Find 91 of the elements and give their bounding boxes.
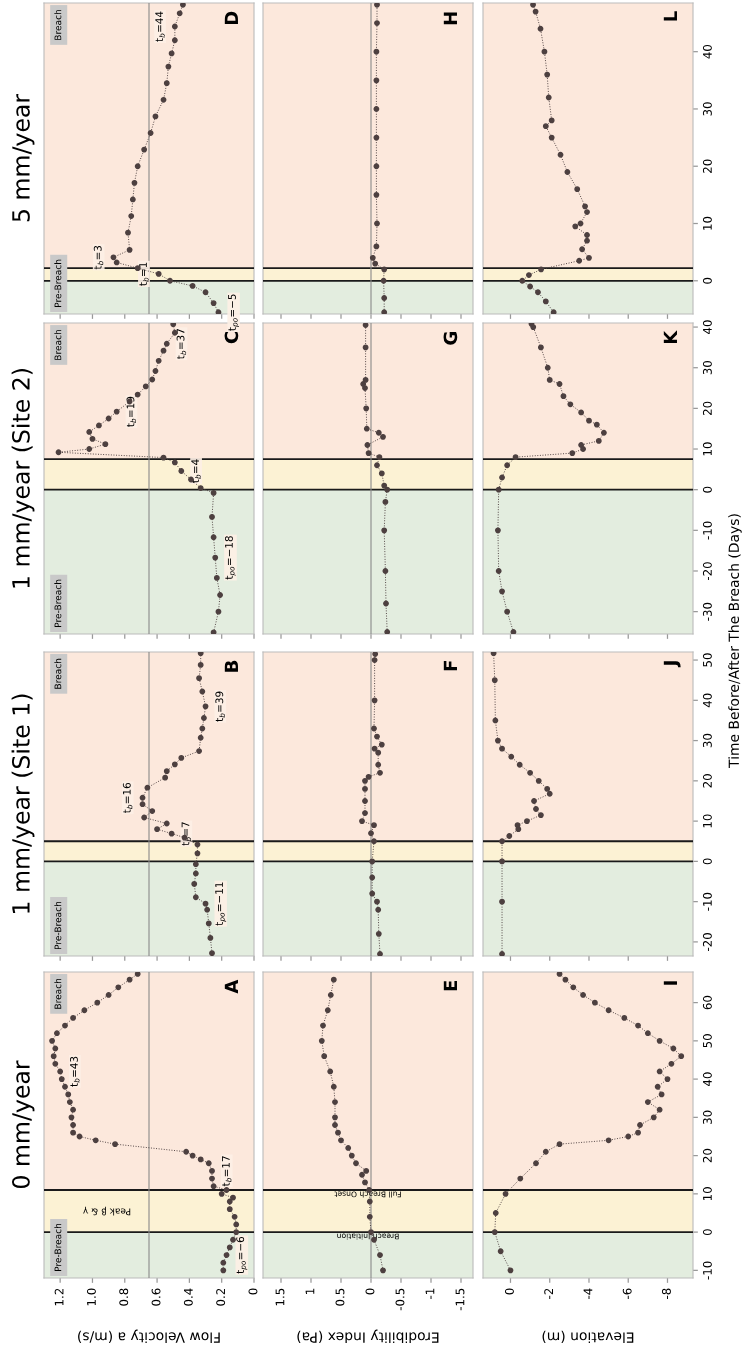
x-axis-title: Elevation (m) bbox=[542, 1330, 634, 1344]
text: 1 mm/year (Site 1) bbox=[11, 694, 35, 913]
text: 1 mm/year (Site 2) bbox=[11, 369, 35, 588]
x-tick-label: 0.6 bbox=[151, 1288, 161, 1306]
y-tick-label: 0 bbox=[702, 858, 712, 865]
x-tick-label: 0.8 bbox=[119, 1288, 129, 1306]
x-tick-label: -2 bbox=[544, 1288, 553, 1299]
annotation: t$_{po}$=−5 bbox=[228, 294, 239, 331]
y-tick-label: 0 bbox=[702, 277, 712, 284]
annotation: E bbox=[443, 980, 457, 991]
y-tick-label: -20 bbox=[702, 562, 712, 581]
annotation: t$_{b}$=17 bbox=[222, 1156, 232, 1187]
y-tick-label: -20 bbox=[702, 933, 712, 951]
annotation: t$_{b}$=16 bbox=[122, 782, 133, 814]
annotation: F bbox=[443, 661, 457, 671]
text: 0 mm/year bbox=[11, 1060, 35, 1189]
y-tick-label: 30 bbox=[702, 102, 712, 116]
y-tick-label: 40 bbox=[702, 693, 712, 708]
y-tick-label: 40 bbox=[702, 1072, 712, 1087]
annotation: C bbox=[224, 331, 239, 344]
x-tick-label: 0.2 bbox=[216, 1288, 226, 1306]
band-label: Pre-Breach bbox=[54, 1223, 62, 1271]
x-tick-label: -1.5 bbox=[455, 1288, 465, 1311]
band-label: Pre-Breach bbox=[54, 259, 62, 307]
annotation: t$_{po}$=−18 bbox=[224, 536, 236, 580]
annotation: J bbox=[663, 661, 681, 668]
y-tick-label: 50 bbox=[702, 1034, 712, 1048]
band-label: Breach bbox=[54, 658, 62, 689]
x-tick-label: 1.2 bbox=[54, 1288, 64, 1306]
x-tick-label: -0.5 bbox=[395, 1288, 405, 1311]
annotation: t$_{b}$=37 bbox=[176, 329, 187, 360]
annotation: K bbox=[663, 330, 677, 344]
annotation: t$_{b}$=44 bbox=[155, 11, 165, 42]
y-tick-label: 30 bbox=[702, 360, 712, 375]
y-tick-label: 20 bbox=[702, 401, 712, 416]
y-tick-label: 30 bbox=[702, 733, 712, 748]
x-tick-label: 1.5 bbox=[275, 1288, 285, 1306]
y-tick-label: 20 bbox=[702, 1148, 712, 1163]
annotation: t$_{b}$=1 bbox=[139, 262, 149, 286]
annotation: G bbox=[443, 332, 458, 345]
y-tick-label: 10 bbox=[702, 216, 712, 230]
x-tick-label: 0 bbox=[365, 1288, 375, 1295]
band-label: Pre-Breach bbox=[54, 579, 62, 627]
annotation: B bbox=[224, 660, 238, 672]
y-tick-label: 0 bbox=[702, 486, 712, 493]
x-tick-label: -8 bbox=[661, 1288, 671, 1299]
x-tick-label: 0 bbox=[248, 1288, 258, 1295]
band-label: Breach bbox=[54, 978, 62, 1009]
y-tick-label: 20 bbox=[702, 774, 712, 788]
annotation: t$_{b}$=4 bbox=[191, 459, 201, 483]
y-tick-label: 10 bbox=[702, 814, 712, 828]
y-tick-label: 10 bbox=[702, 1187, 712, 1201]
x-tick-label: 0.4 bbox=[183, 1288, 193, 1306]
x-tick-label: 0.5 bbox=[335, 1288, 345, 1306]
y-tick-label: -10 bbox=[702, 521, 712, 540]
x-tick-label: -1 bbox=[425, 1288, 435, 1299]
annotation: t$_{b}$=3 bbox=[93, 245, 104, 270]
annotation: t$_{po}$=−11 bbox=[215, 882, 227, 926]
y-tick-label: 20 bbox=[702, 159, 712, 173]
annotation: D bbox=[224, 11, 238, 25]
y-tick-label: -10 bbox=[702, 892, 712, 911]
x-tick-label: -4 bbox=[583, 1288, 593, 1299]
band-label: Pre-Breach bbox=[54, 901, 62, 950]
annotation: t$_{po}$=−6 bbox=[236, 1236, 248, 1274]
y-tick-label: 40 bbox=[702, 320, 712, 334]
annotation: I bbox=[663, 981, 677, 985]
y-tick-label: -10 bbox=[702, 1261, 712, 1280]
annotation: A bbox=[224, 979, 238, 994]
text: 5 mm/year bbox=[12, 93, 35, 222]
y-tick-label: -30 bbox=[702, 602, 712, 621]
x-axis-title: Erodibility Index (Pa) bbox=[297, 1329, 439, 1344]
annotation: H bbox=[443, 12, 457, 25]
x-tick-label: 1.0 bbox=[86, 1288, 96, 1306]
x-axis-title: Flow Velocity a (m/s) bbox=[78, 1329, 220, 1344]
x-tick-label: -6 bbox=[622, 1288, 632, 1299]
y-tick-label: 0 bbox=[702, 1229, 712, 1236]
band-label: Breach bbox=[54, 9, 62, 40]
y-tick-label: 60 bbox=[702, 995, 712, 1010]
annotation: t$_{b}$=7 bbox=[181, 822, 192, 846]
y-axis-title: Time Before/After The Breach (Days) bbox=[728, 514, 742, 768]
annotation: L bbox=[663, 11, 677, 21]
x-tick-label: 1 bbox=[305, 1288, 315, 1294]
band-label: Breach bbox=[54, 329, 62, 360]
annotation: t$_{b}$=39 bbox=[215, 691, 225, 722]
y-tick-label: 30 bbox=[702, 1110, 712, 1124]
y-tick-label: 50 bbox=[702, 653, 712, 667]
band-label: Peak β & γ bbox=[83, 1206, 131, 1216]
y-tick-label: 40 bbox=[702, 44, 712, 59]
y-tick-label: 10 bbox=[702, 442, 712, 456]
annotation: t$_{b}$=43 bbox=[69, 1056, 80, 1087]
x-tick-label: 0 bbox=[504, 1288, 514, 1295]
